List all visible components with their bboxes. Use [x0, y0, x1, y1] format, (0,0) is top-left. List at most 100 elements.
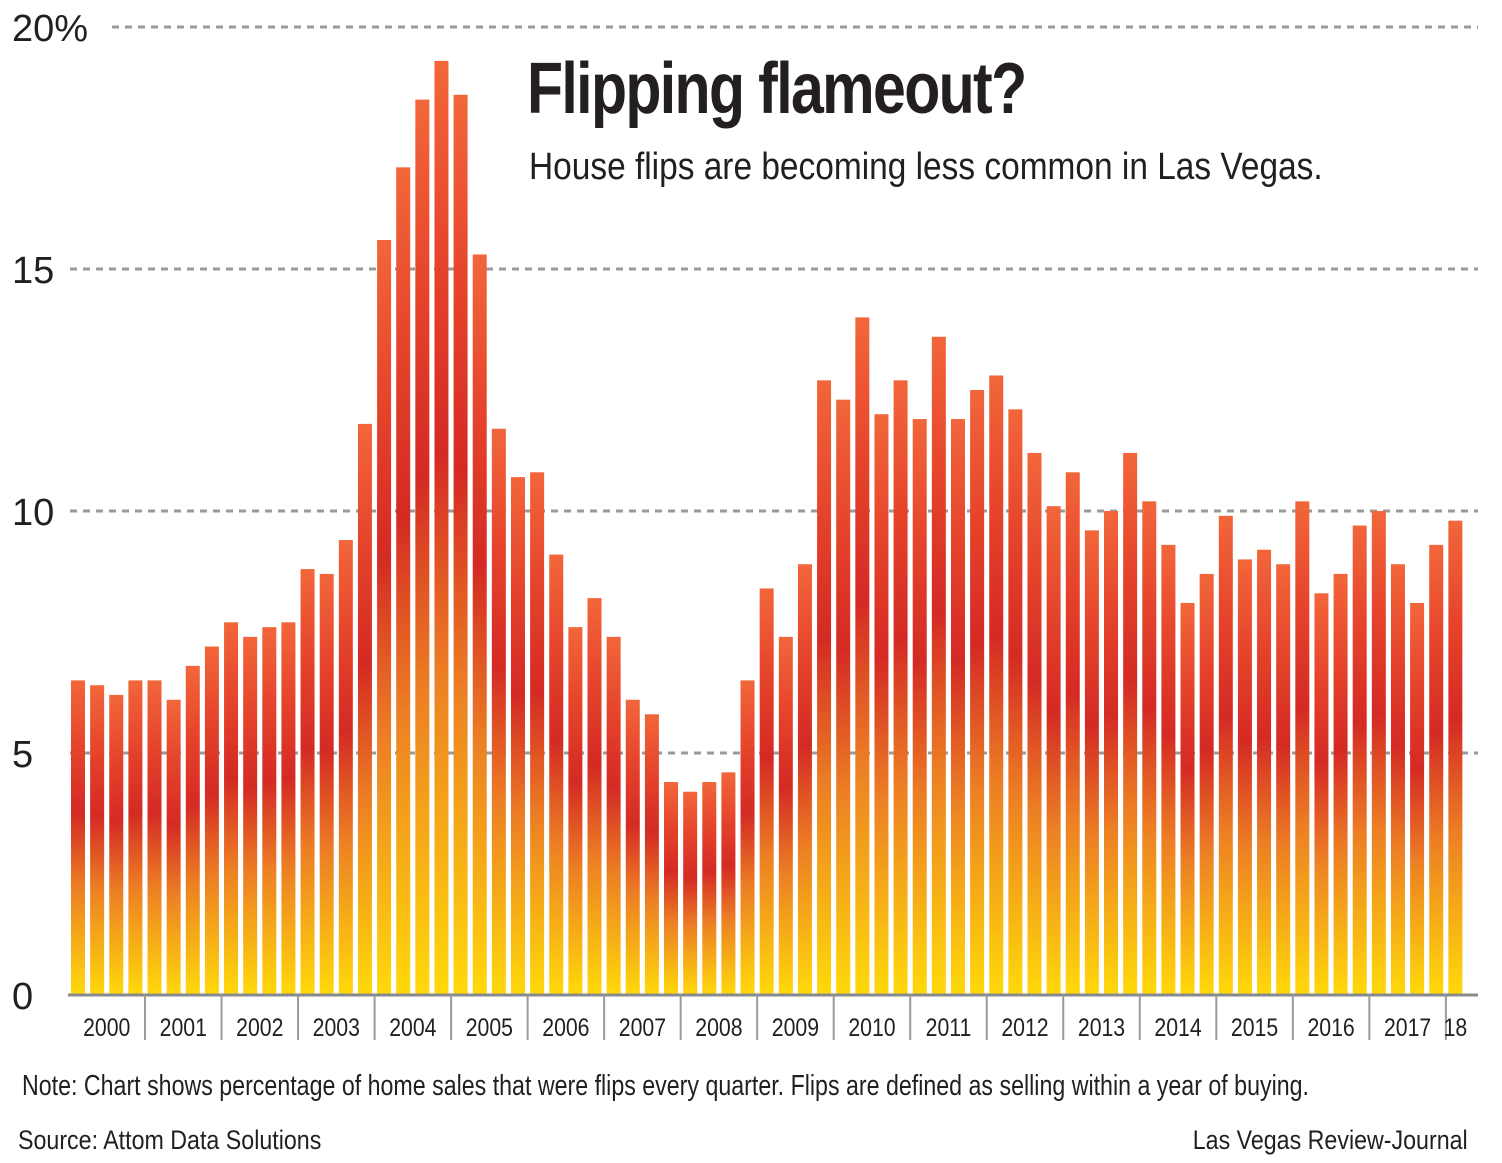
bar: [1371, 511, 1386, 995]
x-tick-label: 2011: [926, 1013, 972, 1041]
bar: [434, 60, 449, 995]
bar: [568, 627, 583, 995]
y-tick-label: 20%: [12, 8, 88, 50]
bar: [491, 428, 506, 996]
bars: [71, 60, 1463, 996]
bar: [989, 375, 1004, 996]
bar: [1237, 559, 1252, 995]
bar: [625, 699, 640, 995]
bar: [1352, 525, 1367, 995]
bar: [300, 569, 315, 995]
bar: [797, 564, 812, 995]
bar: [759, 588, 774, 995]
bar: [472, 254, 487, 996]
bar: [1448, 520, 1463, 995]
bar: [224, 622, 239, 995]
bar: [1180, 602, 1195, 995]
chart-credit: Las Vegas Review-Journal: [1193, 1125, 1468, 1155]
bar: [338, 540, 353, 995]
bar: [90, 685, 105, 995]
bar: [1257, 549, 1272, 995]
bar: [549, 554, 564, 995]
x-tick-label: 2010: [848, 1013, 895, 1041]
x-tick-label: 2004: [389, 1013, 436, 1041]
chart-title: Flipping flameout?: [527, 49, 1027, 129]
x-tick-label: 2007: [619, 1013, 666, 1041]
x-tick-label: 2006: [542, 1013, 589, 1041]
x-tick-label: 2013: [1078, 1013, 1125, 1041]
x-tick-label: 2001: [160, 1013, 207, 1041]
bar: [931, 336, 946, 995]
bar: [874, 414, 889, 995]
bar: [644, 714, 659, 995]
y-tick-label: 10: [12, 492, 54, 534]
x-tick-label: 2008: [695, 1013, 742, 1041]
x-axis: 2000 2001 2002 2003 2004 2005 2006 2007 2008 2009…: [68, 993, 1478, 1041]
bar: [817, 380, 832, 995]
bar: [319, 573, 334, 995]
bar: [721, 772, 736, 995]
bar: [1161, 544, 1176, 995]
bar: [664, 782, 679, 995]
x-tick-label: 2017: [1384, 1013, 1431, 1041]
bar: [1199, 573, 1214, 995]
bar: [377, 239, 392, 995]
x-tick-label: 2003: [313, 1013, 360, 1041]
bar: [166, 699, 181, 995]
bar: [1218, 515, 1233, 995]
bar: [453, 94, 468, 995]
bar: [1142, 501, 1157, 995]
bar: [1276, 564, 1291, 995]
bar: [1429, 544, 1444, 995]
x-tick-label: 18: [1444, 1013, 1468, 1041]
bar: [1295, 501, 1310, 995]
bar: [740, 680, 755, 995]
x-tick-label: 2014: [1154, 1013, 1201, 1041]
bar: [1314, 593, 1329, 995]
bar: [357, 423, 372, 995]
bar: [1410, 602, 1425, 995]
bar: [702, 782, 717, 995]
bar: [415, 99, 430, 996]
bar: [1390, 564, 1405, 995]
bar: [778, 636, 793, 995]
bar: [1084, 530, 1099, 995]
bar: [950, 419, 965, 995]
bar: [243, 636, 258, 995]
bar: [1333, 573, 1348, 995]
chart-subtitle: House flips are becoming less common in …: [529, 146, 1323, 188]
bar: [606, 636, 621, 995]
bar: [71, 680, 85, 995]
bar: [109, 694, 124, 995]
x-tick-label: 2016: [1307, 1013, 1354, 1041]
x-tick-label: 2012: [1001, 1013, 1048, 1041]
bar: [1104, 511, 1119, 995]
bar: [510, 477, 525, 995]
y-tick-label: 5: [12, 734, 33, 776]
x-tick-label: 2002: [236, 1013, 283, 1041]
chart-note: Note: Chart shows percentage of home sal…: [22, 1070, 1309, 1102]
chart-source: Source: Attom Data Solutions: [18, 1125, 322, 1155]
x-tick-label: 2005: [466, 1013, 513, 1041]
bar: [855, 317, 870, 995]
bar: [530, 472, 545, 995]
bar: [396, 167, 411, 996]
bar: [587, 598, 602, 995]
bar: [1046, 506, 1061, 995]
bar: [185, 665, 200, 995]
y-tick-label: 0: [12, 976, 33, 1018]
y-tick-labels: 0 5 10 15 20%: [12, 8, 88, 1018]
bar: [1065, 472, 1080, 995]
bar: [1027, 452, 1042, 995]
bar: [912, 419, 927, 995]
x-tick-label: 2000: [83, 1013, 130, 1041]
x-tick-label: 2009: [772, 1013, 819, 1041]
bar: [147, 680, 162, 995]
bar: [204, 646, 219, 995]
x-tick-label: 2015: [1231, 1013, 1278, 1041]
bar: [281, 622, 296, 995]
bar: [893, 380, 908, 995]
bar: [1123, 452, 1138, 995]
y-tick-label: 15: [12, 250, 54, 292]
